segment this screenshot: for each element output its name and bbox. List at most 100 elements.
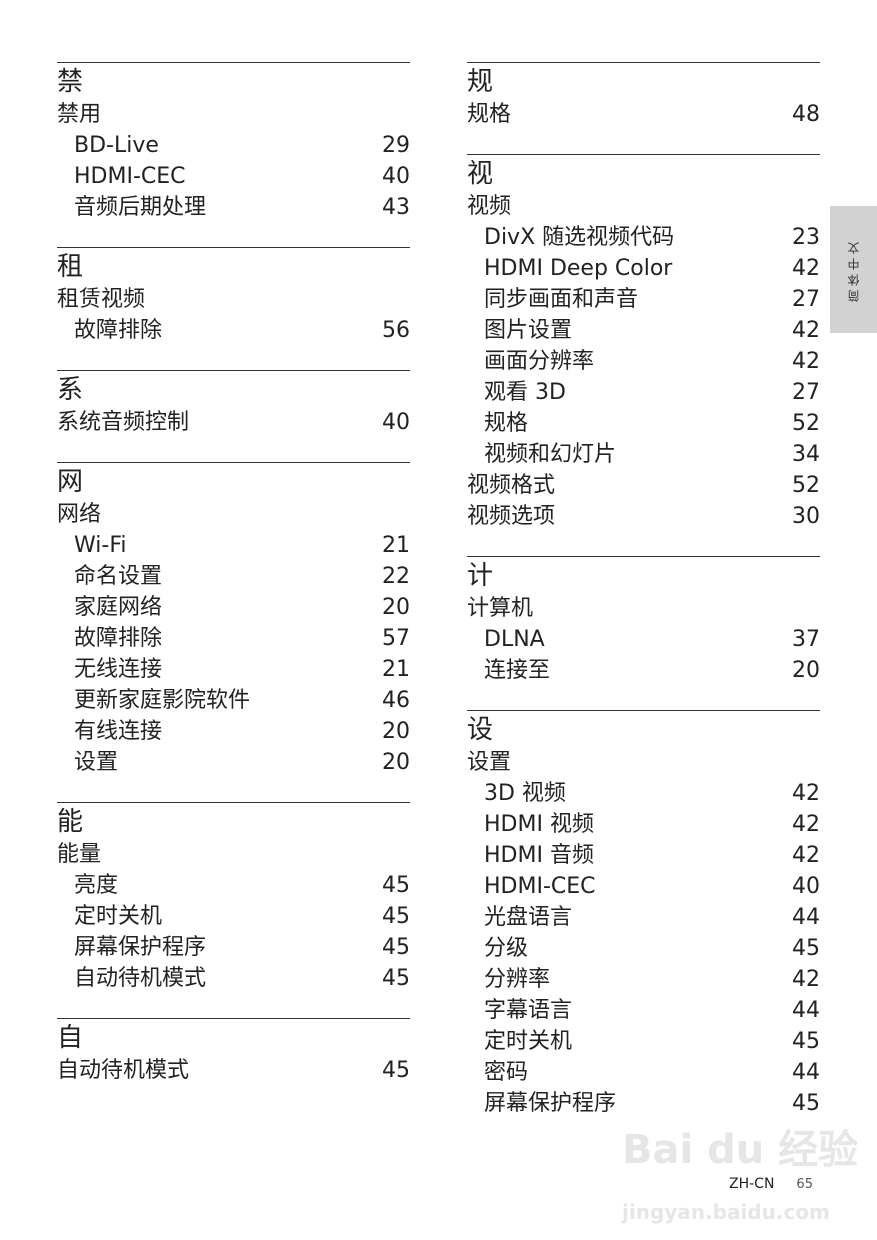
index-subentry: 3D 视频 42 [467, 778, 820, 809]
entry-page-number: 42 [792, 812, 820, 837]
entry-label: 分辨率 [484, 967, 551, 992]
section-heading: 视 [467, 159, 494, 189]
entry-page-number: 52 [792, 411, 820, 436]
entry-page-number: 45 [792, 1091, 820, 1116]
entry-page-number: 43 [382, 195, 410, 220]
section-heading: 租 [57, 252, 84, 282]
page-footer: ZH-CN 65 [729, 1176, 813, 1193]
entry-label: 租赁视频 [57, 287, 146, 312]
entry-page-number: 20 [382, 719, 410, 744]
index-subentry: HDMI-CEC 40 [57, 161, 410, 192]
entry-label: 屏幕保护程序 [74, 935, 207, 960]
index-subentry: 光盘语言 44 [467, 902, 820, 933]
entry-page-number: 20 [382, 595, 410, 620]
section-heading: 规 [467, 67, 494, 97]
entry-page-number: 21 [382, 533, 410, 558]
entry-label: HDMI-CEC [74, 164, 186, 189]
index-subentry: 屏幕保护程序 45 [467, 1088, 820, 1119]
entry-page-number: 40 [382, 164, 410, 189]
index-subentry: 自动待机模式 45 [57, 963, 410, 994]
entry-page-number: 45 [382, 966, 410, 991]
entry-label: 规格 [467, 102, 512, 127]
entry-page-number: 46 [382, 688, 410, 713]
entry-label: 观看 3D [484, 380, 566, 405]
index-subentry: 观看 3D 27 [467, 377, 820, 408]
index-subentry: 家庭网络 20 [57, 592, 410, 623]
index-subentry: HDMI 视频 42 [467, 809, 820, 840]
entry-page-number: 42 [792, 967, 820, 992]
index-entry: 计算机 [467, 593, 820, 624]
entry-label: 同步画面和声音 [484, 287, 639, 312]
index-entry: 视频 [467, 191, 820, 222]
entry-label: 字幕语言 [484, 998, 573, 1023]
entry-label: 光盘语言 [484, 905, 573, 930]
entry-label: HDMI Deep Color [484, 256, 673, 281]
entry-label: HDMI-CEC [484, 874, 596, 899]
index-subentry: DLNA 37 [467, 624, 820, 655]
entry-label: 家庭网络 [74, 595, 163, 620]
entry-label: 图片设置 [484, 318, 573, 343]
index-section: 计计算机 DLNA 37 连接至 20 [467, 556, 820, 686]
entry-label: Wi-Fi [74, 533, 127, 558]
index-subentry: 故障排除 57 [57, 623, 410, 654]
entry-page-number: 23 [792, 225, 820, 250]
entry-page-number: 44 [792, 998, 820, 1023]
entry-page-number: 42 [792, 781, 820, 806]
entry-page-number: 45 [792, 1029, 820, 1054]
entry-page-number: 44 [792, 1060, 820, 1085]
entry-label: 定时关机 [484, 1029, 573, 1054]
entry-label: 音频后期处理 [74, 195, 207, 220]
index-entry: 设置 [467, 747, 820, 778]
entry-label: 故障排除 [74, 318, 163, 343]
language-side-tab: 简体中文 [830, 206, 877, 333]
entry-label: 命名设置 [74, 564, 163, 589]
index-section: 租租赁视频故障排除 56 [57, 247, 410, 346]
entry-label: 能量 [57, 842, 102, 867]
section-heading: 能 [57, 807, 84, 837]
entry-page-number: 42 [792, 256, 820, 281]
entry-label: 规格 [484, 411, 529, 436]
section-heading: 网 [57, 467, 84, 497]
entry-label: 分级 [484, 936, 529, 961]
entry-label: HDMI 音频 [484, 843, 594, 868]
entry-page-number: 45 [382, 1058, 410, 1083]
entry-page-number: 56 [382, 318, 410, 343]
index-entry: 能量 [57, 839, 410, 870]
index-subentry: 定时关机 45 [467, 1026, 820, 1057]
index-subentry: 音频后期处理 43 [57, 192, 410, 223]
entry-label: DLNA [484, 627, 545, 652]
entry-page-number: 45 [792, 936, 820, 961]
baidu-watermark-url: jingyan.baidu.com [622, 1200, 830, 1224]
entry-label: 禁用 [57, 102, 102, 127]
entry-label: 定时关机 [74, 904, 163, 929]
index-subentry: 亮度 45 [57, 870, 410, 901]
index-subentry: 设置 20 [57, 747, 410, 778]
entry-page-number: 45 [382, 904, 410, 929]
index-subentry: 分辨率 42 [467, 964, 820, 995]
index-section: 视视频 DivX 随选视频代码 23 HDMI Deep Color 42 同步画面和声音… [467, 154, 820, 532]
entry-label: 亮度 [74, 873, 119, 898]
entry-label: 更新家庭影院软件 [74, 688, 251, 713]
index-subentry: 密码 44 [467, 1057, 820, 1088]
entry-label: 3D 视频 [484, 781, 566, 806]
section-heading: 自 [57, 1023, 84, 1053]
index-subentry: 画面分辨率 42 [467, 346, 820, 377]
entry-label: 视频选项 [467, 504, 556, 529]
index-subentry: 命名设置 22 [57, 561, 410, 592]
index-entry: 自动待机模式 45 [57, 1055, 410, 1086]
index-entry: 租赁视频 [57, 284, 410, 315]
entry-label: 设置 [467, 750, 512, 775]
entry-label: 屏幕保护程序 [484, 1091, 617, 1116]
entry-page-number: 20 [382, 750, 410, 775]
index-section: 系系统音频控制 40 [57, 370, 410, 438]
index-subentry: 同步画面和声音 27 [467, 284, 820, 315]
entry-page-number: 40 [382, 410, 410, 435]
entry-label: BD-Live [74, 133, 159, 158]
index-section: 自自动待机模式 45 [57, 1018, 410, 1086]
index-subentry: 图片设置 42 [467, 315, 820, 346]
footer-language: ZH-CN [729, 1176, 775, 1192]
index-subentry: 有线连接 20 [57, 716, 410, 747]
entry-label: 连接至 [484, 658, 551, 683]
index-subentry: 字幕语言 44 [467, 995, 820, 1026]
index-subentry: HDMI Deep Color 42 [467, 253, 820, 284]
